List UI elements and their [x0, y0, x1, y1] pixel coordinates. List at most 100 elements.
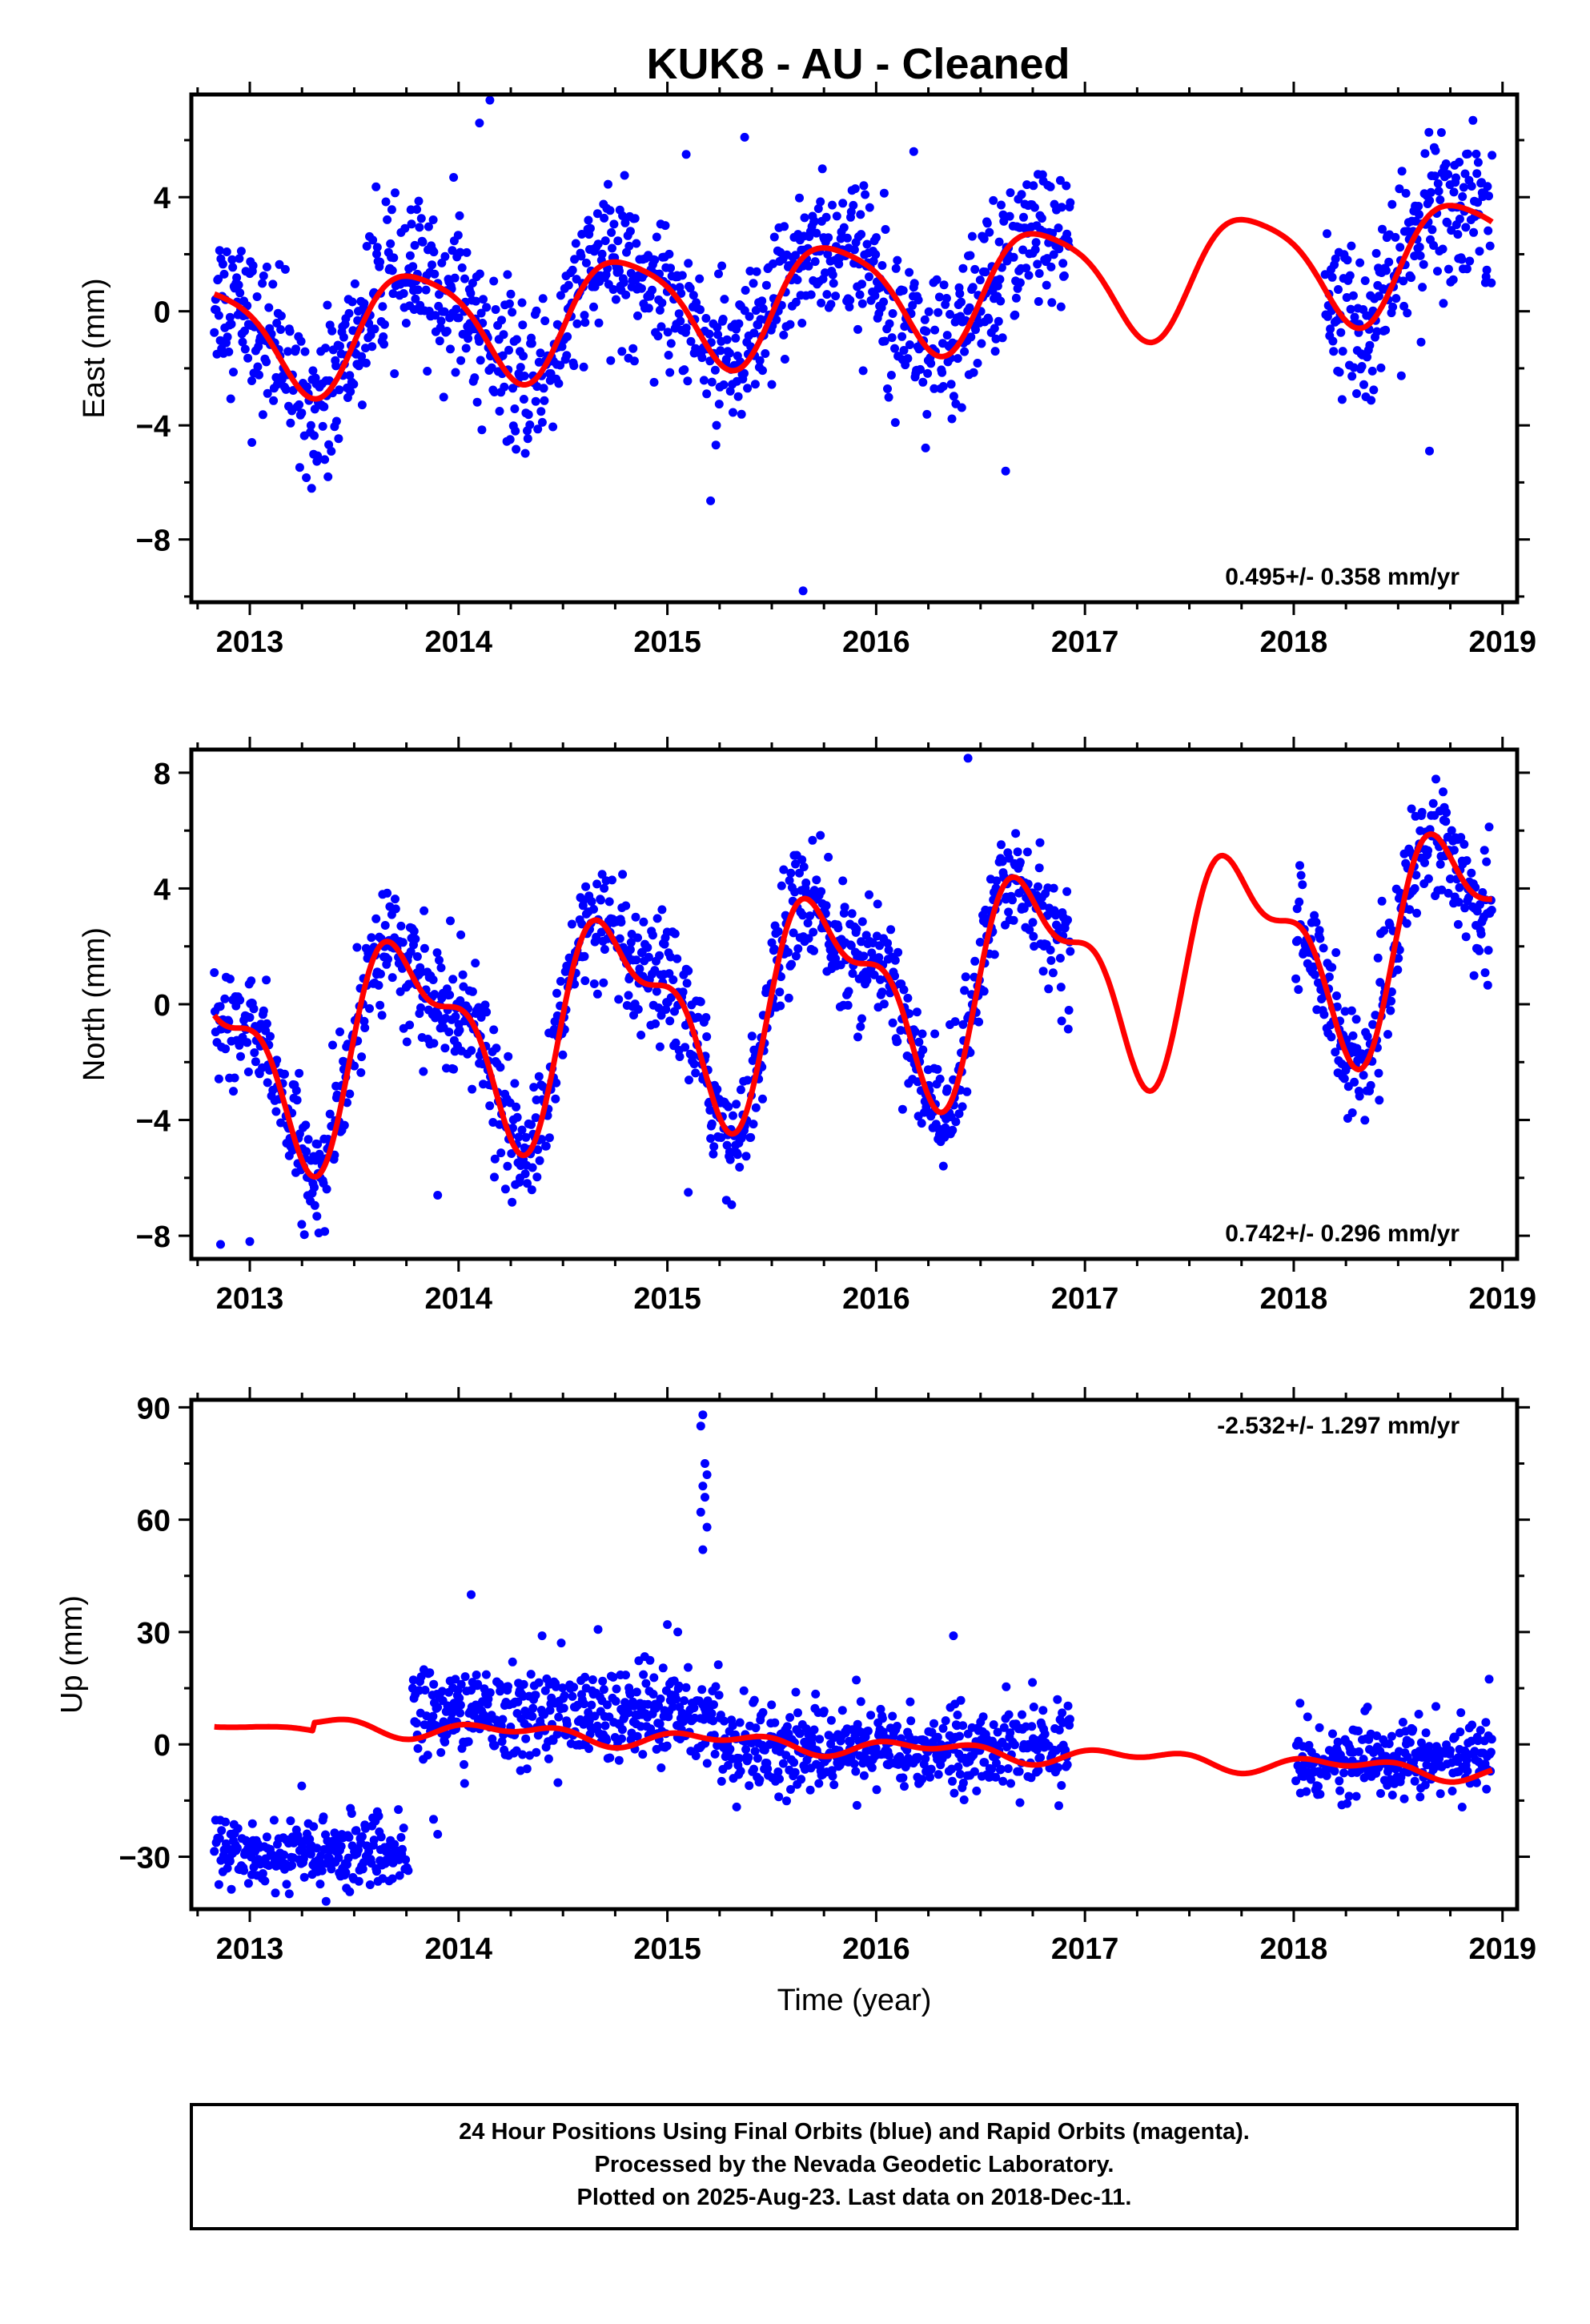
data-point: [1348, 1031, 1358, 1040]
data-point: [938, 368, 947, 377]
data-point: [899, 985, 909, 995]
data-point: [758, 366, 767, 376]
data-point: [268, 279, 278, 289]
data-point: [296, 336, 306, 346]
data-point: [1458, 192, 1468, 201]
data-point: [608, 243, 616, 253]
data-point: [295, 1068, 304, 1078]
data-point: [1482, 857, 1492, 866]
data-point: [959, 1795, 969, 1804]
data-point: [514, 1132, 524, 1142]
data-point: [720, 295, 729, 304]
data-point: [1332, 991, 1341, 1000]
data-point: [1434, 187, 1443, 196]
data-point: [375, 257, 385, 267]
data-point: [810, 257, 820, 267]
data-point: [1054, 1801, 1063, 1811]
data-point: [320, 455, 330, 464]
data-point: [276, 325, 286, 334]
data-point: [416, 214, 426, 223]
data-point: [562, 351, 572, 360]
data-point: [376, 1832, 386, 1842]
data-point: [223, 332, 232, 342]
data-point: [678, 987, 688, 997]
data-point: [247, 438, 257, 447]
data-point: [369, 1835, 379, 1845]
data-point: [1009, 915, 1018, 925]
data-point: [998, 857, 1007, 866]
data-point: [885, 319, 894, 328]
data-point: [408, 1675, 418, 1685]
data-point: [798, 586, 808, 596]
data-point: [401, 1855, 411, 1864]
data-point: [380, 921, 390, 930]
data-point: [980, 1758, 990, 1767]
data-point: [669, 1702, 678, 1711]
data-point: [1403, 308, 1412, 318]
data-point: [735, 1163, 745, 1172]
data-point: [1057, 203, 1066, 212]
data-point: [966, 251, 975, 260]
data-point: [452, 304, 461, 314]
data-point: [725, 1155, 735, 1164]
data-point: [859, 1771, 869, 1780]
data-point: [1395, 243, 1405, 252]
data-point: [225, 312, 235, 322]
data-point: [1472, 169, 1482, 179]
data-point: [1455, 215, 1464, 223]
data-point: [686, 336, 696, 346]
data-point: [540, 396, 549, 405]
data-point: [1291, 974, 1301, 983]
data-point: [857, 279, 866, 289]
data-point: [1011, 293, 1021, 303]
data-point: [228, 263, 238, 272]
panel-frame: [189, 747, 1520, 1261]
data-point: [614, 1755, 624, 1765]
data-point: [648, 931, 657, 940]
data-point: [1394, 954, 1403, 963]
data-point: [485, 1688, 495, 1698]
data-point: [468, 1084, 477, 1094]
data-point: [1449, 846, 1459, 855]
data-point: [725, 1744, 735, 1754]
data-point: [284, 1889, 294, 1899]
data-point: [636, 283, 646, 293]
data-point: [782, 1796, 791, 1806]
data-point: [790, 1767, 800, 1777]
data-point: [303, 1135, 313, 1144]
data-point: [633, 933, 642, 943]
data-point: [295, 463, 304, 472]
data-point: [696, 997, 705, 1007]
x-axis: 2013 2014 2015 2016 2017 2018 2019: [196, 82, 1536, 659]
data-point: [1420, 149, 1430, 159]
data-point: [1481, 272, 1491, 281]
data-point: [287, 1860, 297, 1870]
data-point: [594, 318, 604, 328]
data-point: [916, 364, 925, 374]
data-point: [608, 285, 618, 294]
data-point: [446, 344, 455, 354]
data-point: [970, 1767, 979, 1776]
data-point: [608, 1672, 618, 1682]
data-point: [580, 1699, 589, 1709]
data-point: [1310, 911, 1319, 920]
data-point: [685, 1076, 693, 1085]
data-point: [898, 286, 908, 296]
data-point: [504, 1682, 512, 1691]
data-point: [877, 1714, 887, 1723]
panel-2: 2013 2014 2015 2016 2017 2018 2019840−4−8North…: [78, 737, 1536, 1316]
data-point: [436, 316, 446, 326]
data-point: [217, 1826, 227, 1835]
data-point: [433, 1191, 443, 1200]
data-point: [248, 261, 258, 271]
data-point: [886, 925, 896, 935]
data-point: [448, 246, 457, 255]
data-point: [383, 888, 392, 898]
data-point: [1047, 298, 1057, 308]
data-point: [1359, 380, 1368, 389]
data-point: [350, 279, 359, 288]
data-point: [247, 376, 256, 385]
data-point: [508, 1197, 517, 1207]
data-point: [235, 254, 244, 263]
